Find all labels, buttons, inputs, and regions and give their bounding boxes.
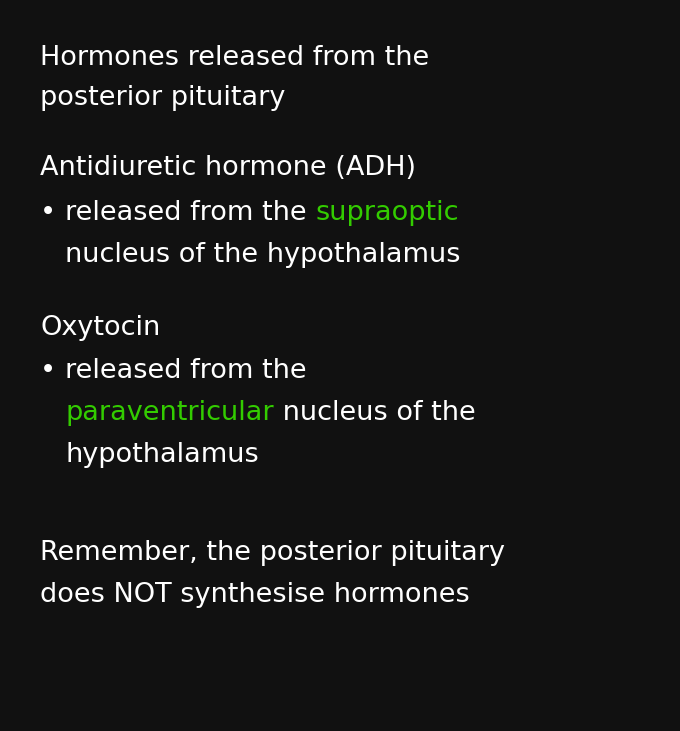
Text: released from the: released from the	[65, 200, 316, 226]
Text: Hormones released from the: Hormones released from the	[40, 45, 429, 71]
Text: supraoptic: supraoptic	[316, 200, 459, 226]
Text: nucleus of the: nucleus of the	[273, 400, 475, 426]
Text: posterior pituitary: posterior pituitary	[40, 85, 286, 111]
Text: hypothalamus: hypothalamus	[65, 442, 259, 468]
Text: paraventricular: paraventricular	[65, 400, 273, 426]
Text: released from the: released from the	[65, 358, 307, 384]
Text: Antidiuretic hormone (ADH): Antidiuretic hormone (ADH)	[40, 155, 416, 181]
Text: does NOT synthesise hormones: does NOT synthesise hormones	[40, 582, 470, 608]
Text: •: •	[40, 200, 56, 226]
Text: •: •	[40, 358, 56, 384]
Text: nucleus of the hypothalamus: nucleus of the hypothalamus	[65, 242, 460, 268]
Text: Oxytocin: Oxytocin	[40, 315, 160, 341]
Text: Remember, the posterior pituitary: Remember, the posterior pituitary	[40, 540, 505, 566]
